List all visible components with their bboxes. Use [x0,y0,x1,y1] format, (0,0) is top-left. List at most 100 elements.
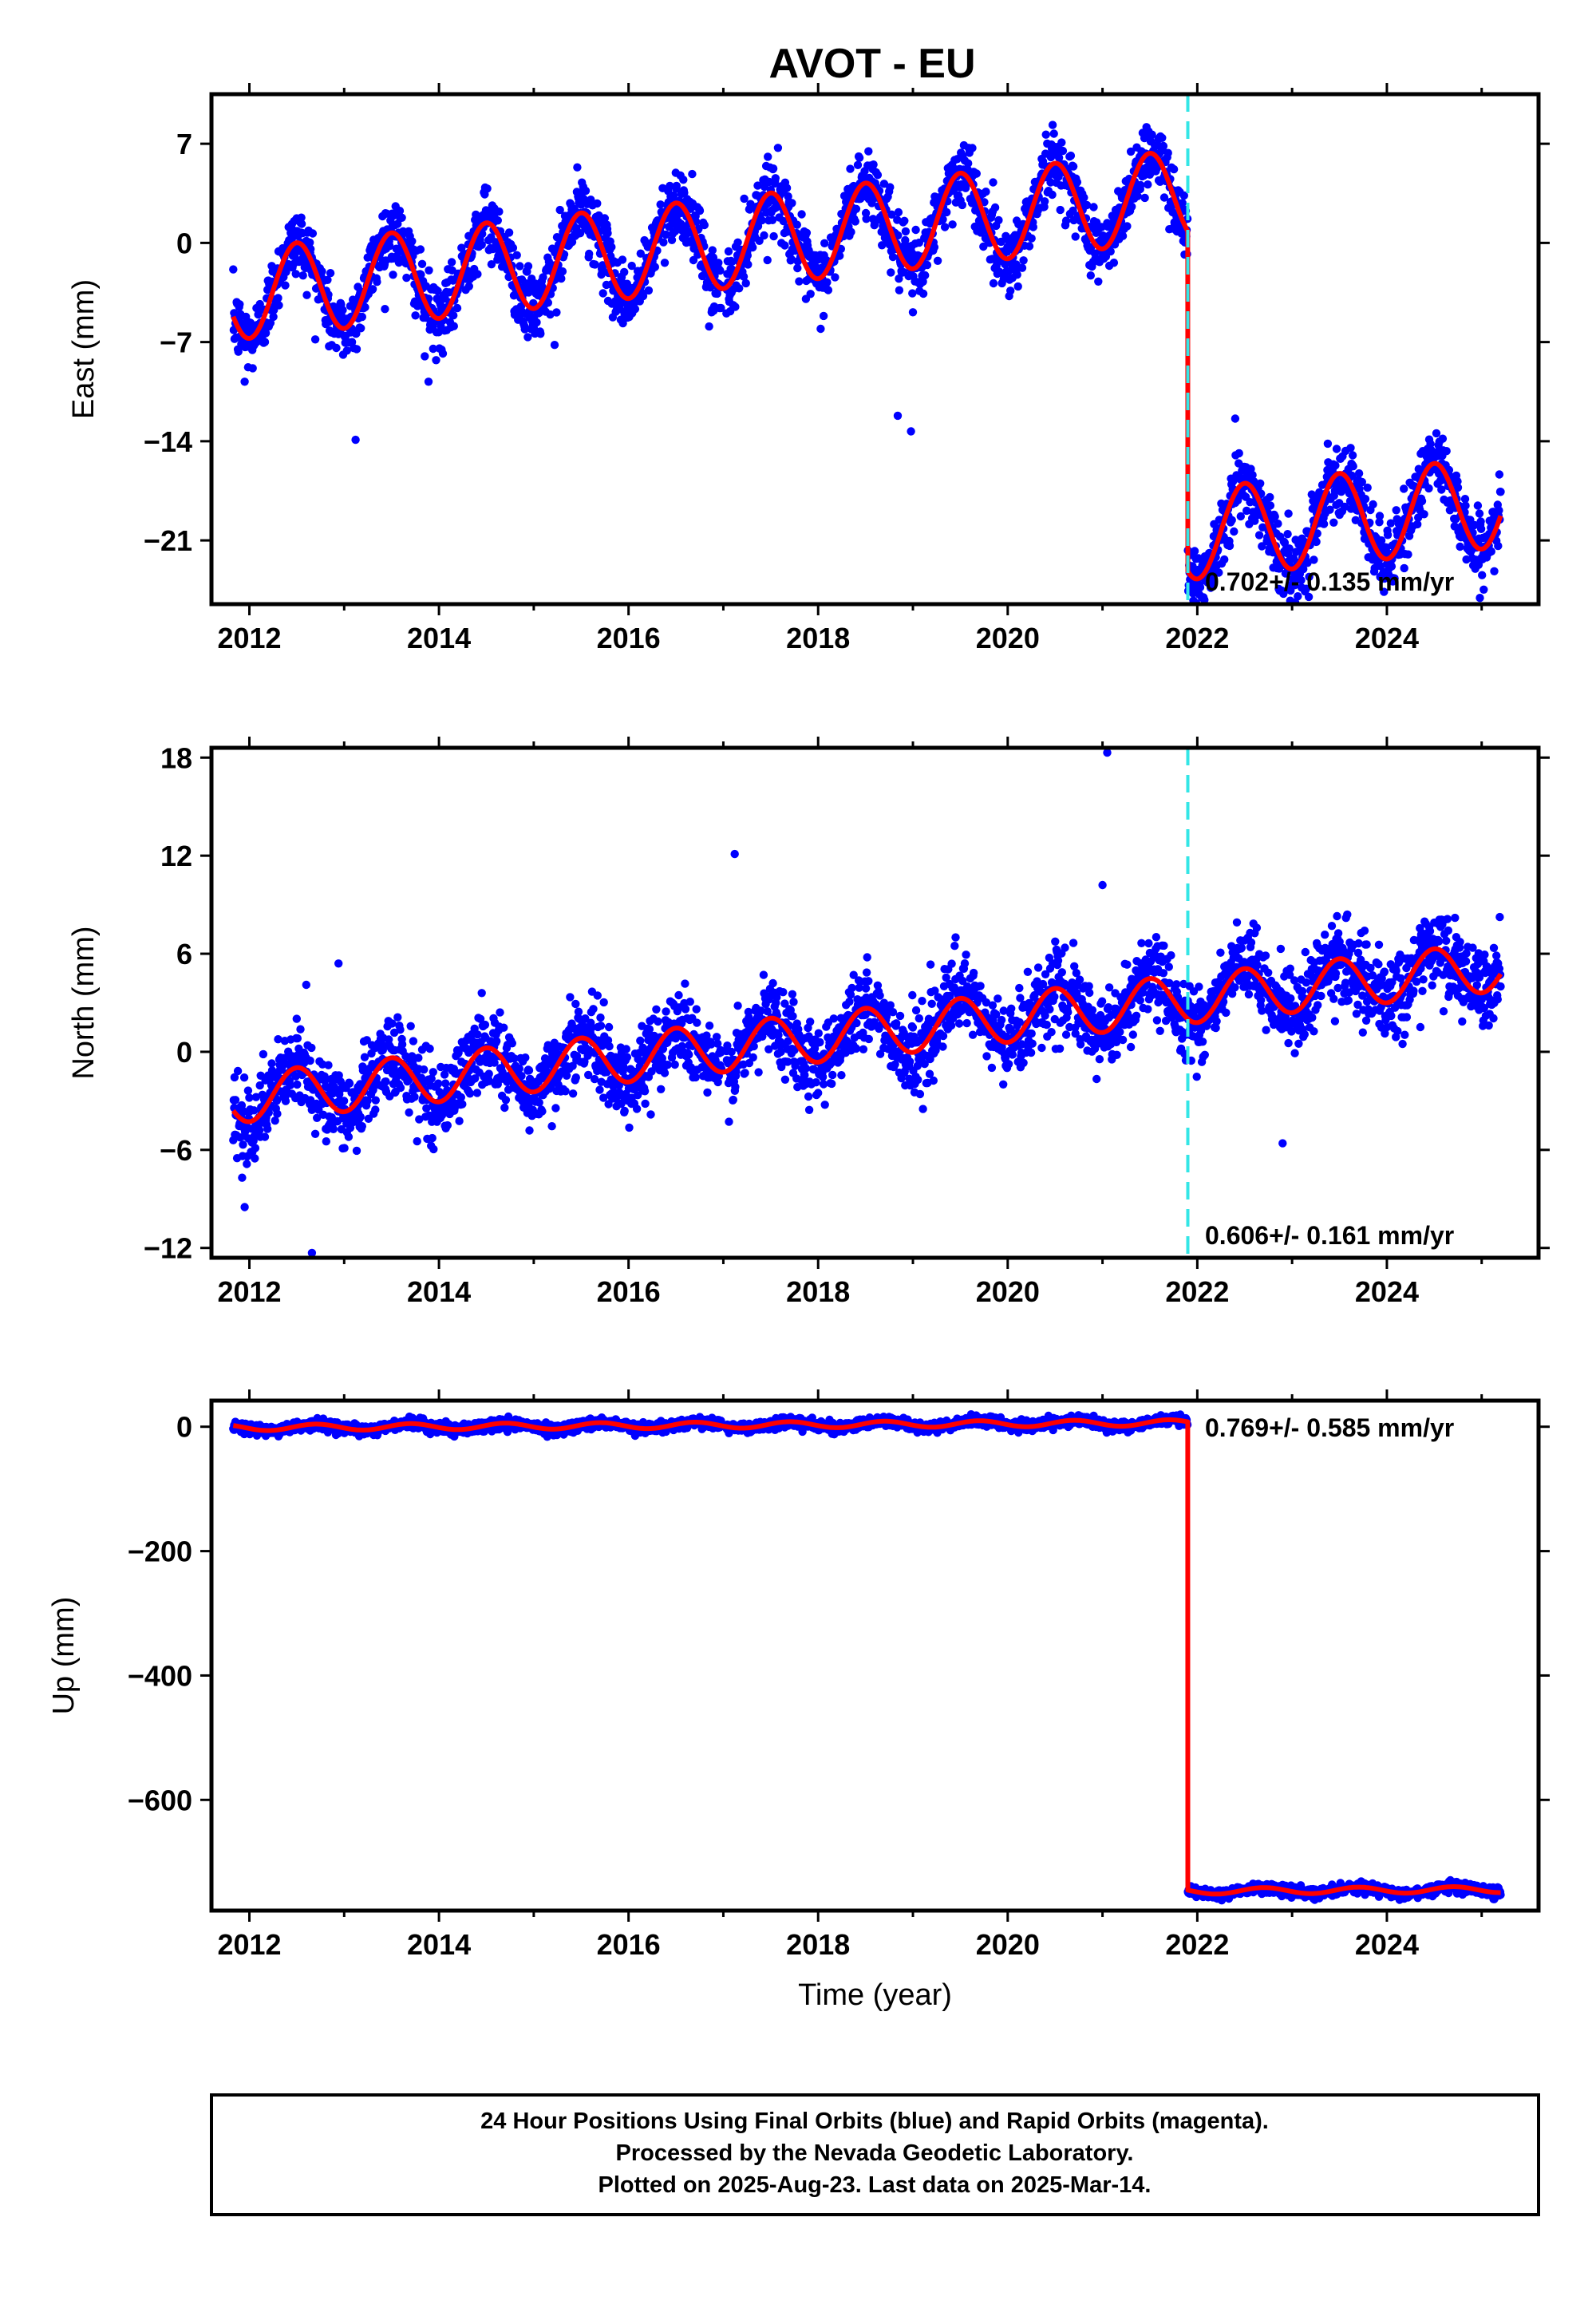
data-point [845,998,854,1006]
data-point [413,1136,421,1146]
data-point [782,184,792,192]
data-point [801,1064,811,1073]
data-point [417,259,427,268]
data-point [593,991,602,1000]
data-point [652,1005,661,1014]
data-point [243,1086,253,1095]
data-point [1495,470,1504,479]
data-point [345,1079,354,1088]
data-point [432,356,440,365]
data-point [918,997,926,1006]
data-point [705,1022,714,1030]
data-point [1109,259,1119,267]
data-point [709,253,718,262]
data-point [452,303,462,313]
data-point [878,241,887,250]
data-point [373,278,381,287]
data-point [972,169,982,178]
data-point [739,272,749,281]
data-point [1487,547,1496,556]
data-point [887,268,895,277]
data-point [1061,216,1071,225]
data-point [685,1050,693,1059]
data-point [1049,129,1058,138]
data-point [804,1092,813,1101]
data-point [851,204,861,213]
data-point [1248,471,1257,480]
data-point [1233,496,1242,505]
data-point [1299,564,1308,574]
data-point [603,229,612,238]
data-point [1215,568,1223,577]
data-point [851,1044,861,1053]
panel-east: 2012 2014 2016 2018 2020 2022 202470−7−14−21Ea… [67,83,1550,654]
data-point [630,305,640,314]
data-point [1048,121,1057,129]
data-point [622,1053,632,1061]
panels: 2012 2014 2016 2018 2020 2022 202470−7−14−21Ea… [47,83,1550,2012]
data-point [414,1053,423,1062]
data-point [427,1074,436,1083]
data-point [605,1041,614,1051]
data-point [1475,509,1484,518]
data-point [455,1117,464,1125]
data-point [1200,595,1209,604]
data-point [1325,505,1334,514]
data-point-outlier [529,323,539,333]
data-point [1126,147,1136,156]
data-point [433,287,442,295]
data-point [596,1013,605,1022]
data-point [429,1068,437,1077]
data-point [492,1037,501,1045]
data-point [918,1105,927,1113]
data-point [1404,550,1412,559]
data-point [291,270,300,279]
data-point [946,1021,956,1030]
data-point [411,311,420,320]
data-point [523,262,533,271]
data-point [546,310,555,319]
data-point [806,1018,815,1026]
data-point [406,1022,415,1031]
data-point [484,1069,493,1078]
y-tick-label: −7 [160,326,192,359]
data-point [525,1126,534,1135]
data-point [495,207,504,216]
data-point [620,267,629,277]
data-point [908,289,917,298]
data-point [338,306,347,314]
data-point [622,1045,630,1053]
data-point [816,324,825,334]
data-point [871,219,879,227]
data-point [352,329,361,338]
data-point [425,1044,434,1053]
data-point [389,271,397,279]
data-point [918,289,928,298]
data-point [266,318,275,327]
data-point [1019,256,1028,265]
data-point [749,1041,758,1051]
data-point [1494,541,1503,551]
data-point [1456,542,1464,551]
data-point [654,1017,662,1026]
data-point [1375,518,1384,527]
data-point [744,260,753,269]
data-point [281,281,290,290]
data-point [561,1087,570,1096]
data-point [1363,483,1372,492]
data-point [988,1001,998,1010]
data-point [358,312,366,322]
data-point [787,255,796,264]
data-point [440,1070,449,1079]
data-point [663,1061,672,1069]
data-point [1006,287,1015,295]
data-point [1283,530,1292,539]
data-point [728,257,737,267]
data-point [906,1057,915,1066]
data-point [504,228,514,237]
data-point [828,1079,836,1089]
data-point [997,237,1005,247]
data-point [1387,562,1396,571]
data-point [1284,509,1293,518]
data-point [449,311,458,320]
